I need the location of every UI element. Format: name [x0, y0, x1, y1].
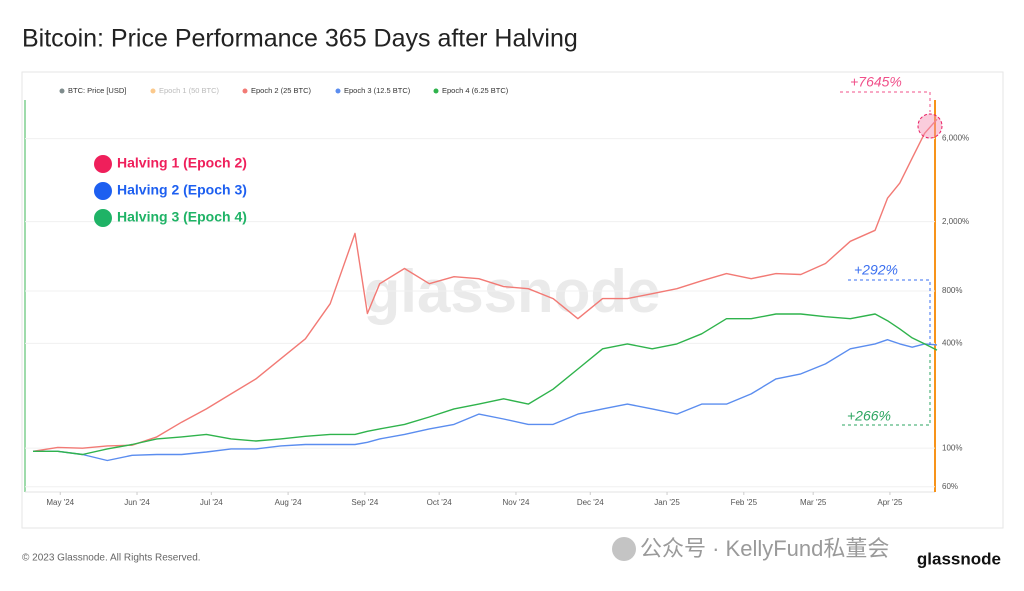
legend: BTC: Price [USD] Epoch 1 (50 BTC) Epoch 2 …	[59, 86, 509, 95]
x-tick-label: Jul '24	[200, 498, 223, 507]
wechat-watermark: 公众号 · KellyFund私董会	[640, 536, 889, 561]
series-line	[33, 339, 938, 462]
grid	[25, 138, 935, 488]
x-tick-label: Nov '24	[503, 498, 530, 507]
annotation: +7645%	[850, 74, 902, 90]
lines	[32, 118, 938, 462]
chart-title: Bitcoin: Price Performance 365 Days afte…	[22, 25, 578, 53]
legend-dot	[59, 88, 65, 94]
series-line	[33, 313, 938, 456]
halving-label: Halving 3 (Epoch 4)	[117, 209, 247, 225]
x-tick-label: Apr '25	[877, 498, 903, 507]
footer: © 2023 Glassnode. All Rights Reserved.	[22, 553, 201, 564]
halving-dot	[94, 182, 112, 200]
annotation: +292%	[854, 262, 898, 278]
legend-label: Epoch 4 (6.25 BTC)	[442, 86, 509, 95]
legend-label: Epoch 2 (25 BTC)	[251, 86, 312, 95]
y-tick-label: 400%	[942, 338, 962, 347]
x-tick-label: Feb '25	[731, 498, 758, 507]
legend-dot	[242, 88, 248, 94]
legend-dot	[433, 88, 439, 94]
y-tick-label: 2,000%	[942, 217, 969, 226]
y-tick-label: 60%	[942, 482, 958, 491]
x-tick-label: May '24	[46, 498, 74, 507]
x-tick-label: Aug '24	[275, 498, 302, 507]
legend-label: Epoch 3 (12.5 BTC)	[344, 86, 411, 95]
halving-label: Halving 2 (Epoch 3)	[117, 182, 247, 198]
annotation: +266%	[847, 408, 891, 424]
x-tick-label: Dec '24	[577, 498, 604, 507]
halving-dot	[94, 209, 112, 227]
axes: 60% 100% 400% 800% 2,000% 6,000% May '24 Jun '2…	[46, 134, 969, 507]
chart-frame	[21, 71, 1004, 529]
annotation-leader	[840, 91, 931, 112]
y-tick-label: 800%	[942, 286, 962, 295]
halving-legend: Halving 1 (Epoch 2) Halving 2 (Epoch 3) Ha…	[94, 155, 247, 227]
x-tick-label: Jun '24	[124, 498, 150, 507]
y-tick-label: 100%	[942, 443, 962, 452]
x-tick-label: Sep '24	[351, 498, 378, 507]
series-line	[32, 118, 938, 452]
x-tick-label: Oct '24	[427, 498, 453, 507]
y-tick-label: 6,000%	[942, 134, 969, 143]
x-tick-label: Jan '25	[654, 498, 680, 507]
wechat-icon	[612, 537, 636, 561]
legend-label: Epoch 1 (50 BTC)	[159, 86, 220, 95]
halving-label: Halving 1 (Epoch 2)	[117, 155, 247, 171]
peak-highlight	[917, 113, 943, 139]
halving-dot	[94, 155, 112, 173]
logo: glassnode	[917, 549, 1001, 568]
legend-dot	[335, 88, 341, 94]
legend-dot	[150, 88, 156, 94]
legend-label: BTC: Price [USD]	[68, 86, 126, 95]
x-tick-label: Mar '25	[800, 498, 827, 507]
